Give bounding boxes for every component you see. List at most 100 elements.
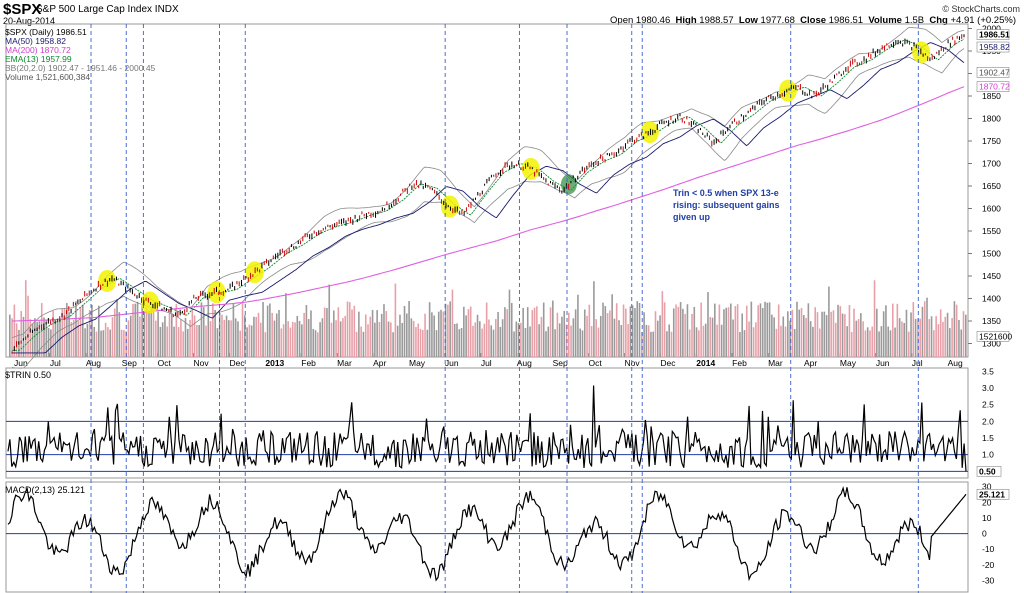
volume-bar xyxy=(691,313,693,357)
price-tick-label: 1850 xyxy=(982,91,1001,101)
volume-bar xyxy=(935,316,937,357)
volume-bar xyxy=(526,307,529,357)
volume-bar xyxy=(426,329,429,357)
volume-bar xyxy=(143,312,146,357)
macd-tick-label: -20 xyxy=(982,560,995,570)
volume-bar xyxy=(145,307,148,357)
volume-bar xyxy=(953,301,956,357)
volume-bar xyxy=(207,291,210,357)
volume-bar xyxy=(869,330,871,357)
volume-bar xyxy=(583,309,586,357)
volume-bar xyxy=(396,325,399,357)
low-value: 1977.68 xyxy=(760,15,795,26)
volume-bar xyxy=(421,330,424,357)
chart-annotation: Trin < 0.5 when SPX 13-e rising: subsequ… xyxy=(673,188,780,222)
volume-bar xyxy=(307,319,310,357)
price-tick-label: 1650 xyxy=(982,181,1001,191)
volume-bar xyxy=(348,302,351,357)
volume-bar xyxy=(248,324,251,357)
volume-bar xyxy=(536,306,538,357)
volume-bar xyxy=(837,304,839,357)
volume-bar xyxy=(314,330,317,357)
volume-bar xyxy=(280,328,283,357)
volume-bar xyxy=(606,313,609,357)
month-tick-label: May xyxy=(409,358,426,368)
volume-bar xyxy=(650,331,652,357)
volume-bar xyxy=(294,322,296,357)
volume-bar xyxy=(729,303,732,357)
trin-tick-label: 2.5 xyxy=(982,400,994,410)
volume-bar xyxy=(510,302,513,357)
volume-bar xyxy=(625,308,627,357)
volume-bar xyxy=(745,305,748,357)
volume-bar xyxy=(474,322,477,357)
legend-ema13: EMA(13) 1957.99 xyxy=(5,54,72,64)
volume-bar xyxy=(572,318,575,357)
volume-bar xyxy=(937,324,940,357)
open-label: Open xyxy=(610,15,634,26)
volume-bar xyxy=(709,316,712,357)
legend-bb: BB(20,2.0) 1902.47 - 1951.46 - 2000.45 xyxy=(5,63,156,73)
trin-tick-label: 1.0 xyxy=(982,450,994,460)
volume-bar xyxy=(618,320,620,357)
volume-bar xyxy=(939,309,942,357)
price-tick-label: 1550 xyxy=(982,226,1001,236)
volume-bar xyxy=(574,309,577,357)
volume-bar xyxy=(376,310,378,357)
volume-bar xyxy=(688,329,691,357)
volume-bar xyxy=(175,304,178,357)
chg-value: +4.91 (+0.25%) xyxy=(950,15,1017,26)
volume-bar xyxy=(435,330,438,357)
volume-bar xyxy=(440,309,442,357)
volume-bar xyxy=(271,312,273,357)
volume-bar xyxy=(636,301,639,357)
volume-bar xyxy=(711,317,714,357)
volume-bar xyxy=(531,310,534,357)
volume-bar xyxy=(250,325,253,357)
volume-bar xyxy=(894,327,896,357)
ohlc-readout: Open 1980.46 High 1988.57 Low 1977.68 Cl… xyxy=(610,15,1016,26)
volume-bar xyxy=(453,323,456,357)
volume-bar xyxy=(136,301,139,357)
volume-bar xyxy=(898,318,901,357)
highlight-marker xyxy=(440,195,459,218)
month-tick-label: Aug xyxy=(948,358,963,368)
volume-bar xyxy=(647,325,650,357)
trin-frame xyxy=(5,367,969,479)
volume-bar xyxy=(275,313,278,357)
volume-bar xyxy=(725,307,728,357)
volume-bar xyxy=(930,316,933,357)
volume-bar xyxy=(442,311,445,357)
price-tick-label: 1600 xyxy=(982,204,1001,214)
volume-bar xyxy=(611,294,613,357)
volume-bar xyxy=(917,318,919,357)
volume-bar xyxy=(684,313,686,357)
volume-bar xyxy=(654,311,657,357)
volume-bar xyxy=(182,331,185,357)
volume-bar xyxy=(180,319,182,357)
volume-bar xyxy=(485,302,488,357)
volume-bar xyxy=(609,310,611,357)
volume-bar xyxy=(184,317,187,357)
volume-bar xyxy=(52,310,54,357)
volume-bar xyxy=(777,304,780,357)
volume-bar xyxy=(232,303,235,357)
volume-bar xyxy=(88,309,91,357)
volume-bar xyxy=(408,301,410,357)
highlight-marker xyxy=(521,157,540,180)
volume-bar xyxy=(768,302,771,357)
volume-bar xyxy=(638,303,641,357)
volume-bar xyxy=(876,308,878,357)
volume-bar xyxy=(798,309,801,357)
volume-bar xyxy=(517,323,520,357)
volume-bar xyxy=(152,304,155,357)
volume-bar xyxy=(787,311,789,357)
volume-bar xyxy=(759,303,762,357)
volume-bar xyxy=(727,307,730,357)
volume-bar xyxy=(622,304,625,357)
volume-bar xyxy=(465,315,467,357)
brand-credit[interactable]: © StockCharts.com xyxy=(942,4,1020,14)
volume-label: Volume xyxy=(868,15,902,26)
month-tick-label: Aug xyxy=(86,358,101,368)
